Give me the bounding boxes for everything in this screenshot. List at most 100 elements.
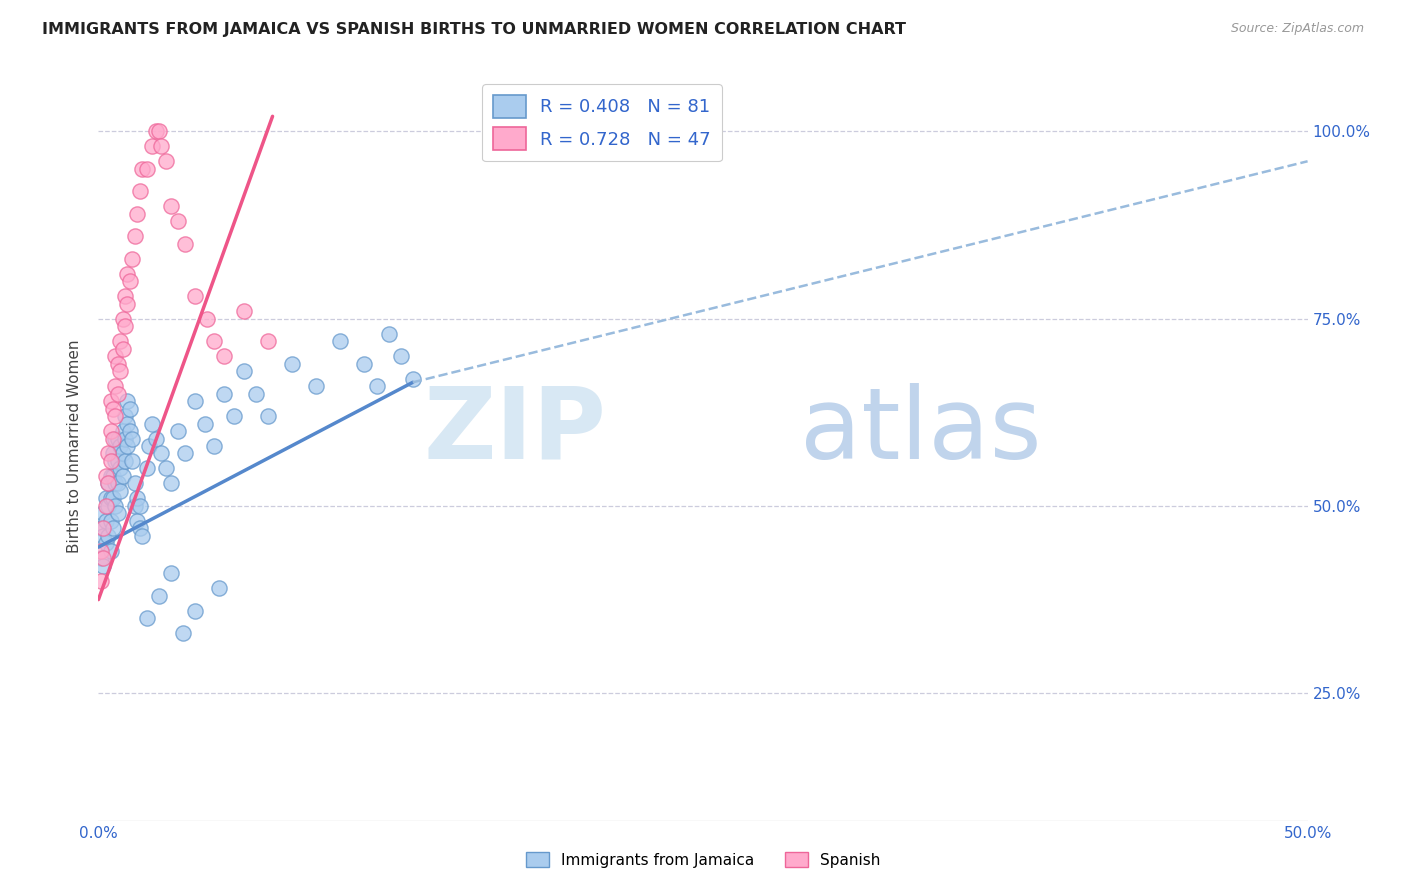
Point [127,514,149,528]
Legend: Immigrants from Jamaica, Spanish: Immigrants from Jamaica, Spanish [520,846,886,873]
Point [195,311,218,326]
Point [194,417,217,431]
Point [138,439,160,453]
Point [94,491,117,506]
Point [94,514,117,528]
Point [145,432,167,446]
Point [94,499,117,513]
Point [174,446,197,460]
Point [366,379,388,393]
Point [90,574,112,588]
Point [97,499,120,513]
Point [305,379,328,393]
Point [91,551,114,566]
Text: ZIP: ZIP [423,383,606,480]
Point [256,409,278,423]
Point [100,514,122,528]
Point [160,566,183,581]
Point [101,521,124,535]
Point [100,424,122,438]
Text: atlas: atlas [800,383,1042,480]
Point [232,304,254,318]
Point [167,424,190,438]
Point [107,357,129,371]
Point [204,334,226,348]
Point [104,409,127,423]
Point [108,334,131,348]
Point [94,469,117,483]
Point [107,386,129,401]
Point [100,544,122,558]
Point [121,454,143,468]
Point [118,274,141,288]
Point [155,461,177,475]
Point [128,521,150,535]
Point [377,326,399,341]
Point [111,469,134,483]
Point [167,214,190,228]
Point [117,439,139,453]
Point [90,521,112,535]
Point [91,521,114,535]
Point [329,334,352,348]
Point [104,379,127,393]
Point [402,371,425,385]
Point [208,582,231,596]
Point [148,589,170,603]
Point [114,319,136,334]
Point [117,296,139,310]
Point [104,454,127,468]
Point [91,558,114,573]
Point [145,124,167,138]
Point [111,311,134,326]
Point [124,499,146,513]
Point [389,349,412,363]
Point [124,476,146,491]
Point [104,476,127,491]
Point [141,417,163,431]
Point [118,401,141,416]
Point [107,432,129,446]
Point [91,529,114,543]
Point [148,124,170,138]
Point [131,529,153,543]
Point [184,604,207,618]
Point [108,461,131,475]
Point [104,349,127,363]
Point [101,491,124,506]
Point [127,207,149,221]
Point [100,469,122,483]
Point [114,432,136,446]
Point [90,544,112,558]
Point [97,446,120,460]
Point [90,551,112,566]
Point [155,154,177,169]
Point [101,446,124,460]
Point [97,476,120,491]
Point [114,289,136,303]
Point [111,424,134,438]
Point [150,446,173,460]
Point [124,229,146,244]
Point [222,409,245,423]
Point [118,424,141,438]
Point [128,499,150,513]
Point [111,342,134,356]
Point [232,364,254,378]
Point [100,454,122,468]
Point [121,252,143,266]
Point [100,394,122,409]
Point [212,386,235,401]
Point [141,139,163,153]
Point [100,491,122,506]
Point [150,139,173,153]
Point [117,417,139,431]
Y-axis label: Births to Unmarried Women: Births to Unmarried Women [67,339,83,553]
Point [160,476,183,491]
Point [131,161,153,176]
Point [114,454,136,468]
Point [97,476,120,491]
Text: IMMIGRANTS FROM JAMAICA VS SPANISH BIRTHS TO UNMARRIED WOMEN CORRELATION CHART: IMMIGRANTS FROM JAMAICA VS SPANISH BIRTH… [42,22,907,37]
Point [172,626,194,640]
Point [127,491,149,506]
